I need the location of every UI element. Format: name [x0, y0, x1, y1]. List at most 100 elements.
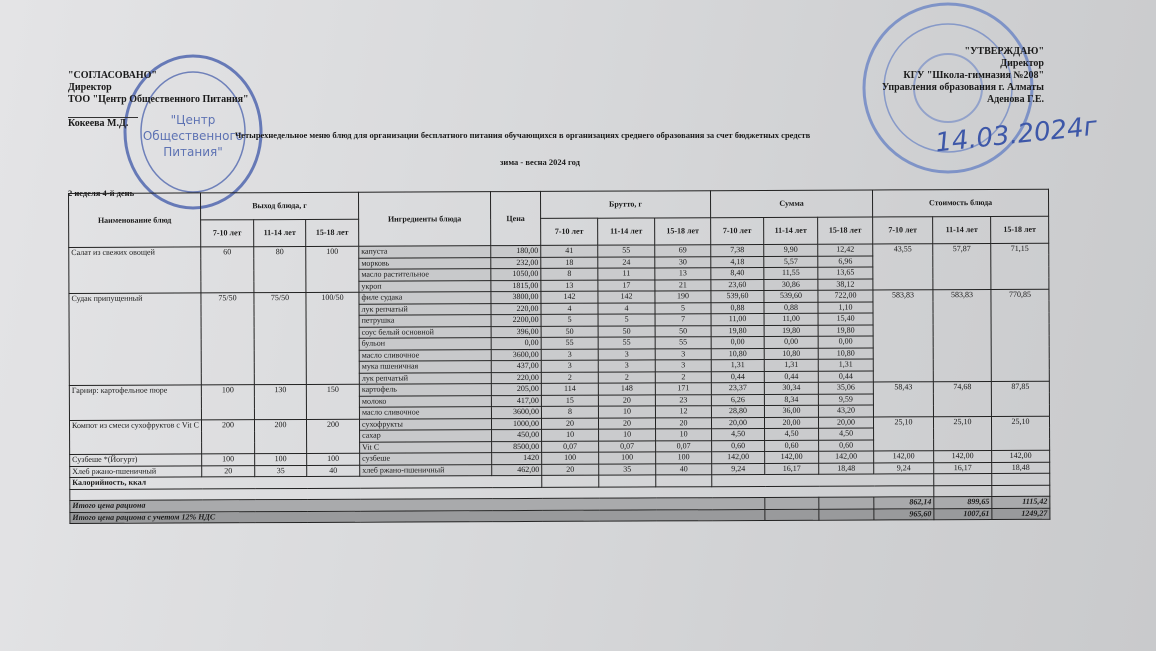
ingredient-gross: 18 [540, 256, 598, 269]
ingredient-sum: 20,00 [711, 416, 765, 429]
ingredient-gross: 55 [597, 244, 655, 257]
blank-cell [991, 484, 1050, 497]
dish-yield: 75/50 [200, 292, 255, 385]
ingredient-price: 396,00 [491, 325, 542, 338]
dish-cost: 142,00 [933, 450, 992, 463]
ingredient-price: 3600,00 [491, 406, 542, 419]
dish-yield: 100/50 [305, 292, 360, 385]
ingredient-sum: 9,24 [711, 462, 765, 475]
approval-block-left: "СОГЛАСОВАНО" Директор ТОО "Центр Общест… [68, 70, 249, 130]
header-ingredients: Ингредиенты блюда [358, 191, 491, 247]
header-yield-age: 11-14 лет [253, 219, 306, 247]
calories-cost-cell [991, 473, 1050, 485]
ingredient-gross: 3 [541, 348, 599, 361]
ingredient-name: филе судака [358, 291, 491, 304]
total-label: Итого цена рациона с учетом 12% НДС [69, 508, 765, 524]
ingredient-gross: 50 [598, 325, 656, 338]
ingredient-gross: 10 [541, 429, 599, 441]
approval-position: Директор [68, 82, 112, 93]
signature-line [68, 106, 138, 118]
ingredient-sum: 4,50 [818, 427, 874, 440]
header-cost-age: 15-18 лет [990, 216, 1049, 244]
ingredient-gross: 50 [655, 325, 712, 337]
dish-name: Гарнир: картофельное пюре [69, 384, 202, 420]
ingredient-sum: 11,00 [711, 313, 765, 326]
dish-cost: 25,10 [991, 415, 1050, 451]
dish-cost: 770,85 [990, 289, 1050, 382]
ingredient-price: 232,00 [490, 256, 541, 269]
ingredient-gross: 100 [541, 452, 599, 464]
calories-sum-cell [711, 473, 934, 487]
dish-yield: 150 [306, 384, 360, 419]
ingredient-sum: 8,34 [764, 393, 819, 406]
ingredient-gross: 171 [655, 382, 712, 395]
ingredient-gross: 0,07 [541, 440, 599, 453]
ingredient-sum: 0,44 [711, 370, 765, 383]
approval-org: КГУ "Школа-гимназия №208" [903, 70, 1044, 81]
ingredient-sum: 11,00 [764, 313, 819, 325]
ingredient-sum: 9,59 [818, 393, 874, 406]
ingredient-price: 450,00 [491, 429, 542, 442]
ingredient-sum: 0,60 [818, 439, 874, 452]
ingredient-sum: 5,57 [763, 255, 818, 268]
calories-gross-cell [655, 474, 712, 487]
ingredient-sum: 15,40 [818, 312, 874, 325]
ingredient-sum: 19,80 [764, 324, 819, 337]
ingredient-sum: 0,44 [818, 370, 874, 383]
total-empty-cell [818, 508, 874, 521]
ingredient-gross: 5 [598, 313, 656, 326]
ingredient-sum: 10,80 [764, 347, 819, 360]
ingredient-sum: 19,80 [818, 324, 874, 337]
ingredient-gross: 8 [541, 406, 599, 418]
total-value: 899,65 [933, 496, 992, 509]
ingredient-gross: 4 [540, 302, 599, 315]
total-empty-cell [818, 496, 874, 509]
ingredient-gross: 2 [541, 371, 599, 384]
ingredient-gross: 3 [655, 348, 712, 360]
ingredient-gross: 2 [655, 371, 712, 383]
blank-cell [933, 484, 992, 497]
dish-cost: 57,87 [932, 243, 991, 290]
ingredient-sum: 23,60 [710, 278, 764, 291]
total-value: 1115,42 [991, 496, 1050, 508]
approval-heading: "УТВЕРЖДАЮ" [964, 46, 1044, 57]
ingredient-price: 220,00 [491, 371, 542, 384]
ingredient-sum: 142,00 [764, 451, 819, 463]
ingredient-gross: 13 [540, 279, 598, 292]
ingredient-sum: 1,10 [817, 301, 874, 314]
ingredient-name: молоко [359, 395, 492, 408]
ingredient-gross: 10 [655, 428, 712, 441]
ingredient-sum: 20,00 [764, 416, 819, 429]
ingredient-gross: 21 [654, 279, 711, 291]
header-cost: Стоимость блюда [872, 189, 1049, 217]
dish-cost: 43,55 [872, 243, 933, 290]
ingredient-gross: 55 [598, 336, 656, 349]
header-gross: Брутто, г [540, 190, 711, 219]
ingredient-sum: 13,65 [817, 266, 873, 279]
ingredient-gross: 7 [655, 313, 712, 326]
ingredient-name: капуста [358, 245, 491, 258]
header-yield: Выход блюда, г [200, 192, 359, 220]
ingredient-gross: 20 [655, 417, 712, 429]
ingredient-sum: 36,00 [764, 405, 819, 417]
header-cost-age: 7-10 лет [872, 216, 933, 244]
ingredient-gross: 13 [654, 267, 711, 280]
ingredient-gross: 0,07 [598, 440, 656, 453]
ingredient-price: 220,00 [490, 302, 542, 315]
ingredient-name: картофель [359, 383, 492, 396]
ingredient-sum: 1,31 [818, 358, 874, 371]
dish-cost: 142,00 [991, 450, 1050, 462]
ingredient-sum: 6,96 [817, 255, 873, 268]
ingredient-gross: 20 [598, 417, 656, 430]
ingredient-gross: 17 [597, 279, 655, 292]
ingredient-gross: 2 [598, 371, 656, 384]
approval-org: ТОО "Центр Общественного Питания" [68, 94, 249, 105]
approval-block-right: "УТВЕРЖДАЮ" Директор КГУ "Школа-гимназия… [882, 46, 1044, 106]
dish-cost: 18,48 [991, 461, 1050, 474]
header-sum: Сумма [710, 189, 873, 218]
ingredient-sum: 142,00 [818, 450, 874, 463]
ingredient-gross: 69 [654, 244, 711, 257]
header-gross-age: 15-18 лет [654, 217, 711, 245]
dish-yield: 80 [253, 246, 306, 293]
ingredient-gross: 55 [541, 337, 599, 349]
